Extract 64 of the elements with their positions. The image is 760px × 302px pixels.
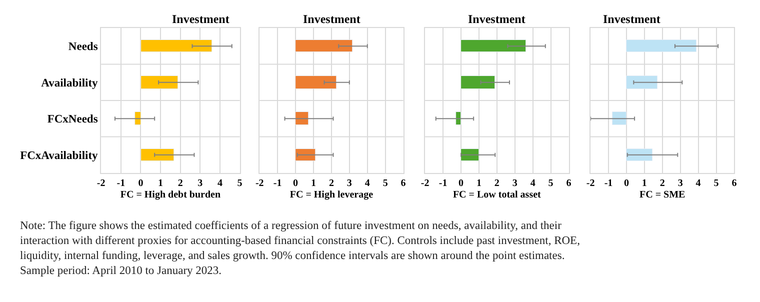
x-tick-label: -2 [420,178,430,189]
x-tick-label: -2 [96,178,106,189]
x-tick-label: 2 [178,178,183,189]
x-tick-label: 1 [476,178,482,189]
bar [140,76,178,89]
x-tick-label: -1 [438,178,448,189]
x-tick-label: 1 [310,178,316,189]
x-tick-label: 6 [566,178,572,189]
bar [612,112,627,125]
x-tick-label: 5 [548,178,554,189]
x-tick-label: 4 [217,178,222,189]
x-tick-label: 6 [732,178,737,189]
bar [134,112,142,125]
x-tick-label: -1 [273,178,282,189]
x-axis-title: FC = High debt burden [120,190,221,200]
bar [626,148,653,161]
bar [460,40,526,52]
x-tick-label: 5 [382,178,388,189]
x-axis-title: FC = SME [640,190,686,200]
x-tick-label: 0 [458,178,464,189]
y-tick-label: FCxAvailability [20,150,98,162]
bar [626,40,697,52]
x-axis-title: FC = Low total asset [452,190,542,200]
x-tick-label: 3 [346,178,352,189]
bar [140,148,174,161]
y-tick-label: FCxNeeds [47,114,98,126]
x-tick-label: 6 [400,178,406,189]
bar [626,76,658,89]
bar [295,40,353,52]
x-tick-label: 0 [624,178,629,189]
x-tick-label: 2 [660,178,665,189]
y-tick-label: Needs [68,41,98,54]
x-tick-label: -2 [586,178,595,189]
x-tick-label: 5 [237,178,242,189]
x-tick-label: -1 [116,178,126,189]
x-tick-label: 0 [138,178,144,189]
x-tick-label: 2 [328,178,334,189]
bar [140,40,212,52]
bar [295,148,316,161]
x-tick-label: 0 [293,178,298,189]
x-tick-label: 4 [530,178,536,189]
text: Note: The figure shows the estimated coefficients of a regression of future investment on needs, availability, and their interaction with different proxies for accounting-based financial constraints (FC). Controls include past investment, ROE, liquidity, internal funding, leverage, and sales growth. 90% confidence intervals are shown around the point estimates. Sample period: April 2010 to January 2023. [20,220,580,277]
x-tick-label: 2 [494,178,500,189]
x-tick-label: -1 [604,178,613,189]
bar [295,112,309,125]
x-tick-label: 3 [678,178,683,189]
chart-title: Investment [468,12,526,26]
chart-title: Investment [303,12,360,26]
x-tick-label: 3 [512,178,518,189]
chart-title: Investment [172,12,230,26]
x-tick-label: 4 [696,178,701,189]
bar [456,112,462,125]
x-tick-label: 5 [714,178,719,189]
x-tick-label: -2 [255,178,264,189]
x-tick-label: 4 [364,178,370,189]
y-tick-label: Availability [41,77,98,90]
x-tick-label: 3 [198,178,203,189]
chart-title: Investment [603,12,660,26]
x-tick-label: 1 [158,178,164,189]
bar [460,148,480,161]
x-tick-label: 1 [642,178,647,189]
x-axis-title: FC = High leverage [290,190,374,200]
bar [295,76,337,89]
bar [460,76,496,89]
